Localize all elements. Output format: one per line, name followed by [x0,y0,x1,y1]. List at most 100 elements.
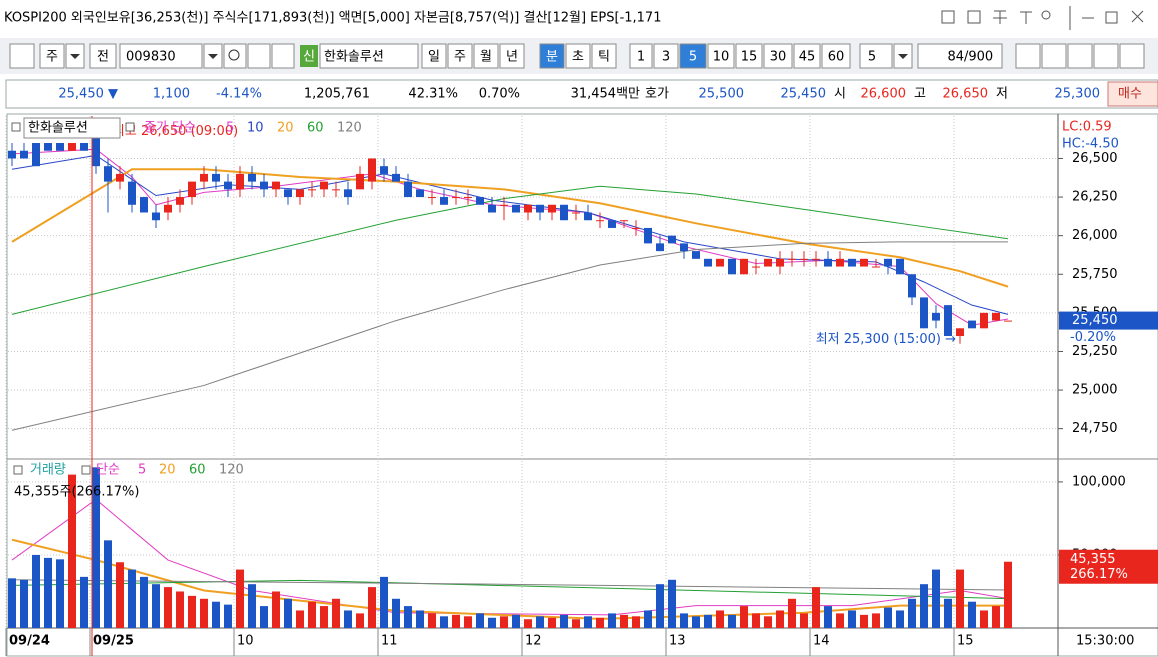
x-tick-label: 09/24 [9,634,50,649]
legend-entry: 20 [277,121,294,136]
toggle-button[interactable] [565,43,591,69]
x-tick-label: 15 [957,634,974,649]
tool-button[interactable] [1015,43,1041,69]
toggle-button[interactable] [735,43,763,69]
candle-body [992,312,1000,321]
search-button[interactable] [223,43,247,69]
volume-info: 45,355주(266.17%) [14,485,139,500]
x-tick-label: 13 [669,634,686,649]
volume-bar [8,578,16,628]
tool-button[interactable] [1119,43,1145,69]
menu-button[interactable] [9,43,35,69]
legend-entry: 60 [307,121,324,136]
low-annotation: 최저 25,300 (15:00) → [816,332,956,347]
volume-bar [20,579,28,628]
candle-body [728,258,736,275]
toggle-label: 주 [454,50,466,65]
volume-bar [704,614,712,628]
volume-bar [620,614,628,628]
candle-body [56,143,64,151]
save-button[interactable] [1067,43,1093,69]
toggle-button[interactable] [629,43,653,69]
candle-body [320,181,328,190]
volume-bar [500,616,508,628]
legend-box [125,122,135,132]
candle-body [188,181,196,198]
window-controls[interactable] [941,6,1144,30]
candle-body [776,258,784,267]
moving-average [11,241,1008,431]
volume-bar [800,613,808,628]
settings-button[interactable] [1093,43,1119,69]
low-label: 저 [996,87,1008,102]
last-change: -0.20% [1070,330,1116,345]
market: 주 [46,50,58,65]
candle-body [380,166,388,174]
toggle-label: 년 [506,50,518,65]
volume-bar [44,557,52,628]
candle-body [488,204,496,213]
sound-button[interactable] [247,43,271,69]
legend-title-box [23,117,121,139]
toggle-button[interactable] [447,43,473,69]
candle-body [860,258,868,267]
toggle-button[interactable] [421,43,447,69]
toggle-button[interactable] [763,43,793,69]
name-box[interactable] [319,43,419,69]
code-input[interactable] [119,43,203,69]
volume-bar [416,610,424,628]
toggle-button[interactable] [539,43,565,69]
volume-bar [164,587,172,628]
volume-bar [572,619,580,628]
candle-body [1004,320,1012,322]
candle-body [140,197,148,213]
moving-average [11,579,1009,591]
toggle-button[interactable] [591,43,617,69]
bid-label: 호가 [645,87,669,102]
candle-body [584,212,592,221]
last-volume: 45,355 [1070,552,1116,567]
volume-bar [716,610,724,628]
candle-body [296,189,304,198]
y-tick-label: 26,000 [1072,228,1118,243]
toggle-label: 일 [428,50,440,65]
interval-box[interactable] [859,43,893,69]
high: 26,650 [943,87,989,102]
volume-bar [248,584,256,628]
code: 009830 [126,50,176,65]
count-box[interactable] [917,43,1003,69]
x-tick-label: 10 [237,634,254,649]
tool-button[interactable] [1041,43,1067,69]
market-button[interactable] [39,43,65,69]
toggle-button[interactable] [679,43,707,69]
volume-bar [872,613,880,628]
toggle-button[interactable] [707,43,735,69]
toggle-button[interactable] [499,43,525,69]
volume-bar [116,562,124,628]
candle-body [452,197,460,199]
y-tick-label: 25,000 [1072,383,1118,398]
mode-button[interactable] [89,43,117,69]
dropdown[interactable] [271,43,295,69]
volume-bar [80,576,88,628]
dropdown-arrow [70,54,80,59]
buy-button[interactable] [1107,81,1158,107]
toggle-label: 분 [546,50,558,65]
mode: 전 [97,50,109,65]
interval-value: 5 [868,50,876,65]
toggle-button[interactable] [473,43,499,69]
open-label: 시 [834,87,846,102]
toggle-button[interactable] [653,43,679,69]
volume-bar [896,610,904,628]
moving-average [11,498,1009,616]
volume-bar [932,569,940,628]
volume-bar [728,614,736,628]
candle-body [260,181,268,190]
toggle-button[interactable] [821,43,851,69]
candle-body [788,258,796,260]
candle-body [116,173,124,182]
lc-label: LC:0.59 [1062,120,1112,135]
toggle-button[interactable] [793,43,821,69]
candle-body [104,166,112,182]
moving-average [11,579,1009,600]
